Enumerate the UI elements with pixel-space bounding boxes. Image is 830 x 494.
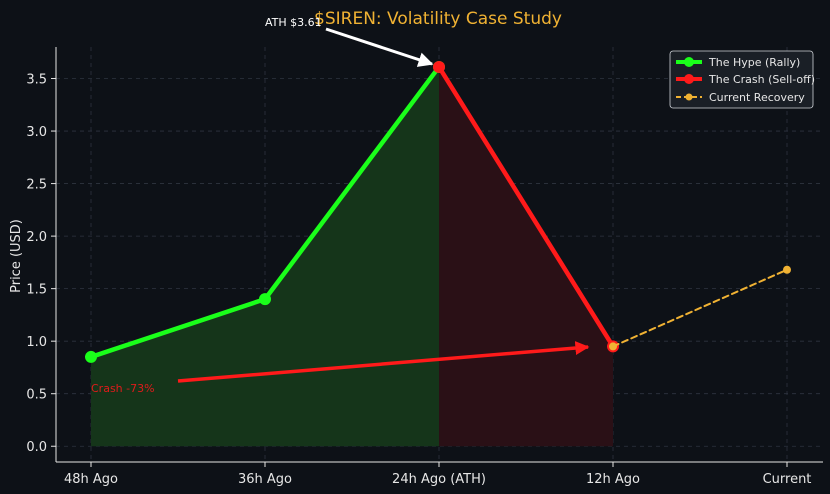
- ath-annotation: ATH $3.61: [265, 16, 322, 29]
- series: [85, 60, 791, 363]
- data-point-1-0: [433, 60, 445, 73]
- legend-label-hype: The Hype (Rally): [708, 56, 800, 69]
- x-tick-label: 12h Ago: [586, 472, 640, 487]
- data-point-0-1: [259, 293, 271, 306]
- area-fill-1: [439, 66, 613, 447]
- x-tick-label: 48h Ago: [64, 472, 118, 487]
- annotations: ATH $3.61 Crash -73%: [91, 16, 590, 395]
- legend-marker-recovery: [685, 93, 693, 101]
- legend: The Hype (Rally) The Crash (Sell-off) Cu…: [669, 50, 815, 109]
- legend-marker-hype: [684, 57, 694, 67]
- legend-label-recovery: Current Recovery: [709, 91, 805, 104]
- legend-label-crash: The Crash (Sell-off): [708, 73, 815, 86]
- series-line-2: [612, 268, 788, 348]
- chart-title: $SIREN: Volatility Case Study: [314, 9, 562, 29]
- x-tick-label: Current: [763, 472, 812, 487]
- y-tick-label: 2.0: [26, 230, 47, 245]
- y-tick-label: 0.0: [26, 440, 47, 455]
- x-tick-label: 36h Ago: [238, 472, 292, 487]
- area-fills: [91, 66, 613, 447]
- data-point-2-0: [609, 342, 617, 351]
- y-tick-label: 1.5: [26, 283, 47, 298]
- legend-marker-crash: [684, 74, 694, 84]
- ath-arrow: [325, 27, 434, 67]
- data-point-0-0: [85, 350, 97, 363]
- data-point-2-1: [783, 265, 791, 274]
- crash-arrow: [177, 341, 590, 383]
- y-tick-label: 0.5: [26, 388, 47, 403]
- series-line-1: [436, 64, 616, 349]
- y-tick-label: 1.0: [26, 335, 47, 350]
- y-tick-label: 3.0: [26, 125, 47, 140]
- y-tick-label: 3.5: [26, 73, 47, 88]
- y-tick-label: 2.5: [26, 178, 47, 193]
- x-tick-label: 24h Ago (ATH): [392, 472, 486, 487]
- crash-annotation: Crash -73%: [91, 382, 155, 395]
- legend-box: [669, 50, 814, 109]
- ticks: 0.0 0.5 1.0 1.5 2.0 2.5 3.0 3.5 48h Ago 36h Ago 24…: [26, 73, 811, 487]
- y-axis-label: Price (USD): [9, 219, 24, 293]
- area-fill-0: [91, 66, 439, 447]
